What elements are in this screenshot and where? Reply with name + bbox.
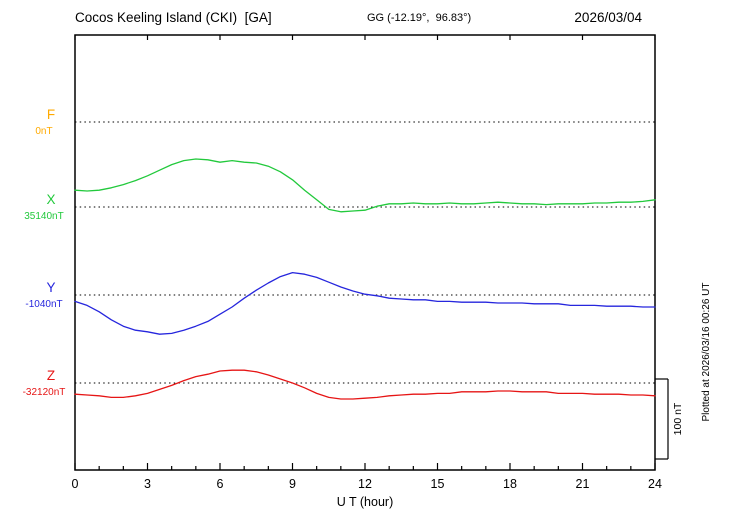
x-tick-label: 12 xyxy=(358,477,372,491)
trace-X xyxy=(74,158,656,213)
component-label-F: F xyxy=(47,107,55,122)
x-tick-label: 24 xyxy=(648,477,662,491)
component-value-Y: -1040nT xyxy=(25,299,62,310)
axis-ticks xyxy=(74,35,656,470)
component-label-Y: Y xyxy=(46,280,55,295)
station-title: Cocos Keeling Island (CKI) [GA] xyxy=(75,10,272,25)
component-labels: F 0nT X 35140nT Y -1040nT Z -32120nT xyxy=(23,107,66,398)
x-tick-label: 9 xyxy=(289,477,296,491)
x-tick-label: 21 xyxy=(576,477,590,491)
x-tick-label: 18 xyxy=(503,477,517,491)
plotted-at-note: Plotted at 2026/03/16 00:26 UT xyxy=(701,283,712,422)
component-label-Z: Z xyxy=(47,368,55,383)
x-tick-label: 3 xyxy=(144,477,151,491)
x-axis-label: U T (hour) xyxy=(337,495,394,509)
trace-Y xyxy=(74,271,656,335)
trace-Z xyxy=(74,369,656,400)
plot-area-border xyxy=(74,34,656,471)
component-value-Z: -32120nT xyxy=(23,387,66,398)
component-value-X: 35140nT xyxy=(24,211,63,222)
x-tick-label: 0 xyxy=(72,477,79,491)
plot-date: 2026/03/04 xyxy=(574,10,642,25)
x-tick-label: 15 xyxy=(431,477,445,491)
scale-bar: 100 nT xyxy=(655,378,684,460)
baseline-gridlines xyxy=(75,121,655,384)
component-value-F: 0nT xyxy=(35,126,52,137)
component-label-X: X xyxy=(46,192,55,207)
trace-lines xyxy=(74,158,656,400)
geographic-coords: GG (-12.19°, 96.83°) xyxy=(367,12,471,24)
x-tick-label: 6 xyxy=(217,477,224,491)
scale-bar-label: 100 nT xyxy=(672,402,684,435)
x-tick-labels: 0 3 6 9 12 15 18 21 24 xyxy=(72,477,662,491)
